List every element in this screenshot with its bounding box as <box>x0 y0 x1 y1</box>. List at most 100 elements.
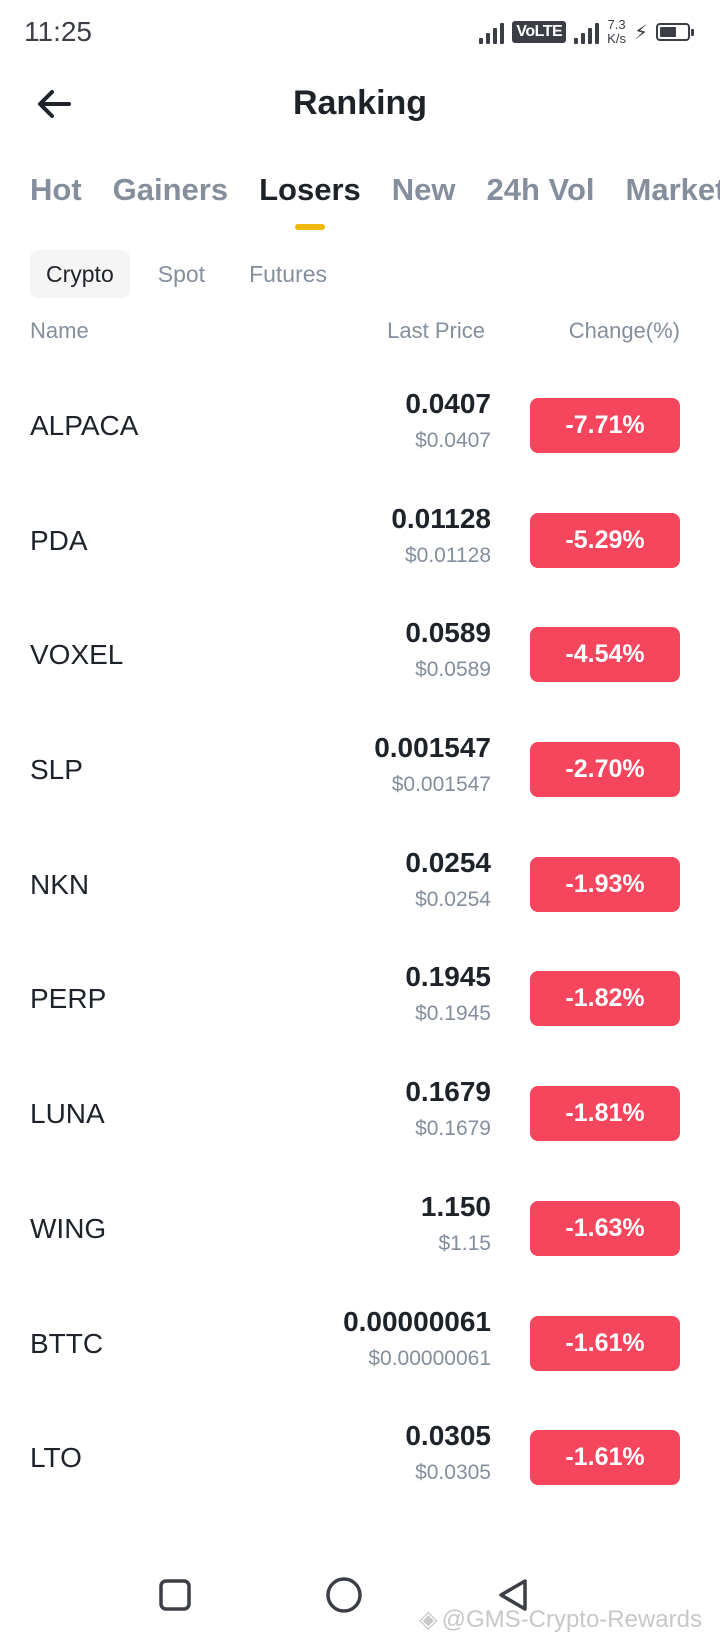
change-badge[interactable]: -1.93% <box>530 856 680 912</box>
change-badge[interactable]: -1.61% <box>530 1430 680 1486</box>
column-name[interactable]: Name <box>30 318 89 343</box>
change-badge[interactable]: -1.81% <box>530 1086 680 1142</box>
subtab-futures[interactable]: Futures <box>249 261 328 287</box>
price-cell: 0.0305 $0.0305 <box>405 1418 491 1488</box>
table-row[interactable]: WING 1.150 $1.15 -1.63% <box>0 1177 720 1292</box>
tab-new[interactable]: New <box>392 170 456 240</box>
charging-icon: ⚡ <box>633 21 648 44</box>
coin-name: NKN <box>30 868 90 900</box>
price-cell: 0.0589 $0.0589 <box>405 615 491 685</box>
tab-label: New <box>391 172 456 207</box>
table-row[interactable]: ALPACA 0.0407 $0.0407 -7.71% <box>0 374 720 489</box>
usd-price: $0.0407 <box>415 429 491 452</box>
usd-price: $0.0305 <box>415 1461 491 1485</box>
market-type-tabs: Crypto Spot Futures <box>30 250 343 298</box>
coin-name: PDA <box>30 524 88 556</box>
tab-label: 24h Vol <box>486 172 595 207</box>
tab-24h-vol[interactable]: 24h Vol <box>487 170 595 240</box>
last-price: 0.0589 <box>405 617 491 649</box>
recents-button[interactable] <box>150 1570 200 1620</box>
square-icon <box>159 1579 191 1611</box>
tab-hot[interactable]: Hot <box>30 170 82 240</box>
tab-gainers[interactable]: Gainers <box>113 170 228 240</box>
arrow-left-icon <box>38 90 71 118</box>
last-price: 0.1945 <box>405 961 491 993</box>
usd-price: $0.001547 <box>391 773 491 797</box>
coin-name: SLP <box>30 754 83 786</box>
price-cell: 1.150 $1.15 <box>421 1189 491 1259</box>
subtab-spot[interactable]: Spot <box>157 261 206 287</box>
usd-price: $0.1945 <box>415 1002 491 1026</box>
back-button[interactable] <box>32 82 76 126</box>
price-cell: 0.1679 $0.1679 <box>405 1074 491 1144</box>
table-row[interactable]: PDA 0.01128 $0.01128 -5.29% <box>0 489 720 604</box>
coin-name: LUNA <box>30 1098 105 1130</box>
last-price: 0.0254 <box>405 846 491 878</box>
price-cell: 0.001547 $0.001547 <box>374 730 491 800</box>
tab-label: Hot <box>30 172 82 207</box>
change-badge[interactable]: -1.63% <box>530 1200 680 1256</box>
change-badge[interactable]: -1.61% <box>530 1315 680 1371</box>
column-change[interactable]: Change(%) <box>568 318 680 343</box>
tab-label: Market Cap <box>625 172 720 207</box>
net-speed-unit: K/s <box>607 31 626 46</box>
status-icons: VoLTE 7.3 K/s ⚡ <box>479 14 694 50</box>
coin-name: BTTC <box>30 1327 104 1359</box>
ranking-tabs: Hot Gainers Losers New 24h Vol Market Cap <box>30 170 720 240</box>
coin-name: VOXEL <box>30 639 124 671</box>
circle-icon <box>326 1577 362 1613</box>
watermark: ◈ @GMS-Crypto-Rewards <box>419 1605 702 1634</box>
last-price: 0.00000061 <box>343 1305 491 1337</box>
tab-market-cap[interactable]: Market Cap <box>626 170 720 240</box>
tab-losers[interactable]: Losers <box>259 170 361 240</box>
usd-price: $0.00000061 <box>368 1346 491 1370</box>
system-nav-bar: ◈ @GMS-Crypto-Rewards <box>0 1550 720 1640</box>
column-last-price[interactable]: Last Price <box>387 318 485 343</box>
volte-badge: VoLTE <box>512 21 567 43</box>
change-badge[interactable]: -4.54% <box>530 627 680 683</box>
last-price: 0.0305 <box>405 1420 491 1452</box>
coin-name: LTO <box>30 1442 82 1474</box>
tab-label: Losers <box>259 172 361 207</box>
signal-icon-2 <box>574 20 600 44</box>
tab-label: Gainers <box>112 172 229 207</box>
watermark-text: @GMS-Crypto-Rewards <box>441 1605 702 1633</box>
table-row[interactable]: NKN 0.0254 $0.0254 -1.93% <box>0 833 720 948</box>
change-badge[interactable]: -1.82% <box>530 971 680 1027</box>
table-row[interactable]: LTO 0.0305 $0.0305 -1.61% <box>0 1406 720 1521</box>
back-nav-button[interactable] <box>488 1570 538 1620</box>
price-cell: 0.0407 $0.0407 <box>405 386 491 456</box>
net-speed-value: 7.3 <box>607 17 626 32</box>
change-badge[interactable]: -7.71% <box>530 398 680 453</box>
last-price: 0.0407 <box>405 388 491 419</box>
net-speed: 7.3 K/s <box>607 18 626 46</box>
home-button[interactable] <box>319 1570 369 1620</box>
usd-price: $0.1679 <box>415 1117 491 1141</box>
status-time: 11:25 <box>24 16 92 47</box>
ranking-list: ALPACA 0.0407 $0.0407 -7.71% PDA 0.01128 $0.01… <box>0 374 720 1521</box>
usd-price: $0.0589 <box>415 658 491 682</box>
last-price: 0.1679 <box>405 1076 491 1108</box>
table-row[interactable]: BTTC 0.00000061 $0.00000061 -1.61% <box>0 1292 720 1407</box>
subtab-crypto[interactable]: Crypto <box>30 250 130 298</box>
header: Ranking <box>0 70 720 138</box>
binance-logo-icon: ◈ <box>419 1606 438 1633</box>
price-cell: 0.01128 $0.01128 <box>391 501 491 571</box>
price-cell: 0.00000061 $0.00000061 <box>343 1304 491 1374</box>
usd-price: $1.15 <box>438 1231 491 1255</box>
table-row[interactable]: SLP 0.001547 $0.001547 -2.70% <box>0 718 720 833</box>
last-price: 1.150 <box>420 1190 491 1222</box>
table-row[interactable]: PERP 0.1945 $0.1945 -1.82% <box>0 947 720 1062</box>
status-bar: 11:25 VoLTE 7.3 K/s ⚡ <box>0 0 720 64</box>
table-row[interactable]: LUNA 0.1679 $0.1679 -1.81% <box>0 1062 720 1177</box>
price-cell: 0.1945 $0.1945 <box>405 959 491 1029</box>
last-price: 0.01128 <box>391 502 491 534</box>
change-badge[interactable]: -2.70% <box>530 742 680 798</box>
coin-name: WING <box>30 1212 107 1244</box>
table-row[interactable]: VOXEL 0.0589 $0.0589 -4.54% <box>0 603 720 718</box>
page-title: Ranking <box>292 84 428 122</box>
active-tab-indicator <box>294 224 325 230</box>
change-badge[interactable]: -5.29% <box>530 512 680 568</box>
triangle-back-icon <box>499 1579 527 1611</box>
column-headers: Name Last Price Change(%) <box>30 318 680 348</box>
